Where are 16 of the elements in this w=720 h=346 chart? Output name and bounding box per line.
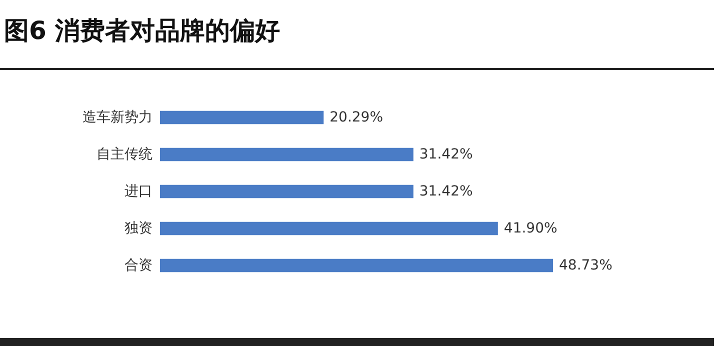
data-label: 20.29%: [330, 110, 384, 126]
bar: [160, 110, 324, 124]
y-tick-label: 合资: [124, 258, 152, 274]
bar: [160, 184, 414, 198]
data-label: 48.73%: [559, 258, 612, 274]
data-label: 41.90%: [504, 220, 558, 236]
y-tick-label: 造车新势力: [82, 110, 152, 126]
y-tick-label: 进口: [124, 184, 152, 200]
y-tick-label: 自主传统: [96, 146, 152, 162]
y-tick-label: 独资: [124, 220, 152, 236]
data-label: 31.42%: [419, 146, 473, 162]
data-label: 31.42%: [419, 184, 473, 200]
bar: [160, 148, 414, 162]
bar: [160, 222, 498, 236]
bar: [160, 258, 553, 272]
chart-title: 图6 消费者对品牌的偏好: [4, 15, 280, 47]
